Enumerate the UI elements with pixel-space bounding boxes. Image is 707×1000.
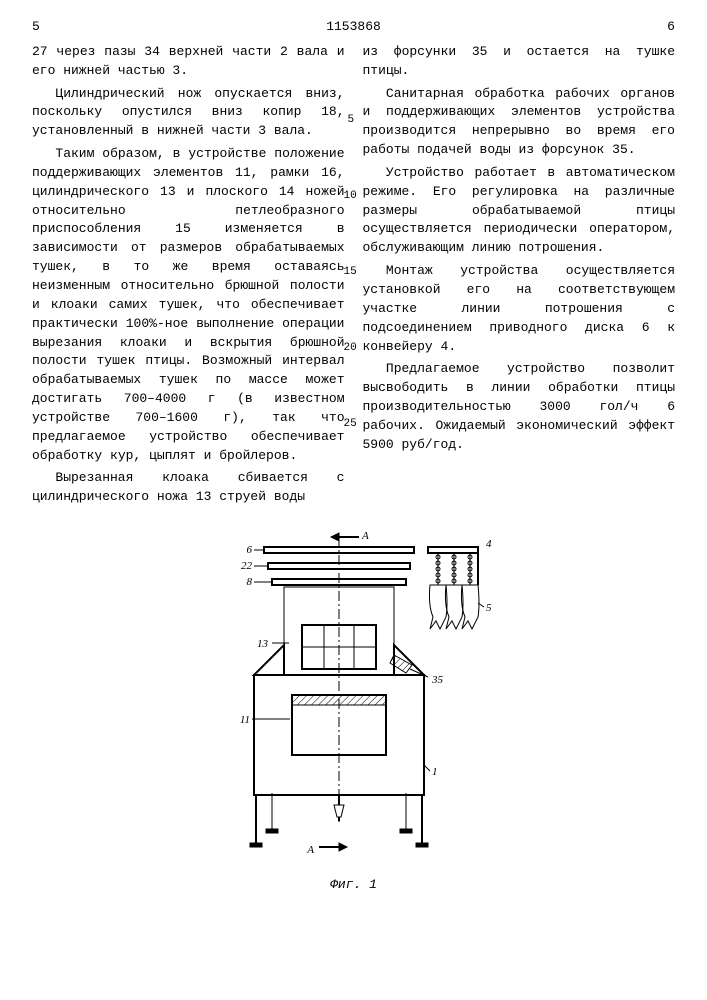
svg-text:5: 5 xyxy=(486,602,492,614)
document-number: 1153868 xyxy=(326,18,381,37)
paragraph: Устройство работает в автоматическом реж… xyxy=(363,164,676,258)
paragraph: Вырезанная клоака сбивается с цилиндриче… xyxy=(32,469,345,507)
page-number-left: 5 xyxy=(32,18,40,37)
figure-drawing: 6 22 8 13 11 4 5 35 1 A A xyxy=(194,525,514,872)
page-number-right: 6 xyxy=(667,18,675,37)
paragraph: из форсунки 35 и остается на тушке птицы… xyxy=(363,43,676,81)
line-number: 10 xyxy=(344,189,357,205)
paragraph: Таким образом, в устройстве положение по… xyxy=(32,145,345,465)
svg-text:A: A xyxy=(306,844,314,856)
paragraph: Предлагаемое устройство позволит высвобо… xyxy=(363,360,676,454)
svg-text:4: 4 xyxy=(486,538,492,550)
paragraph: Санитарная обработка рабочих органов и п… xyxy=(363,85,676,160)
left-column: 27 через пазы 34 верхней части 2 вала и … xyxy=(32,43,345,511)
paragraph: Цилиндрический нож опускается вниз, поск… xyxy=(32,85,345,142)
body: 5 10 15 20 25 27 через пазы 34 верхней ч… xyxy=(32,43,675,511)
svg-text:6: 6 xyxy=(246,544,252,556)
figure-1: 6 22 8 13 11 4 5 35 1 A A Фиг. 1 xyxy=(32,525,675,895)
line-number: 5 xyxy=(348,113,355,129)
svg-text:13: 13 xyxy=(257,638,269,650)
paragraph: Монтаж устройства осуществляется установ… xyxy=(363,262,676,356)
paragraph: 27 через пазы 34 верхней части 2 вала и … xyxy=(32,43,345,81)
right-column: из форсунки 35 и остается на тушке птицы… xyxy=(363,43,676,511)
svg-text:A: A xyxy=(361,530,369,542)
line-number: 25 xyxy=(344,417,357,433)
figure-caption: Фиг. 1 xyxy=(32,876,675,895)
page-header: 5 1153868 6 xyxy=(32,18,675,37)
svg-text:11: 11 xyxy=(239,714,249,726)
line-number: 15 xyxy=(344,265,357,281)
svg-text:22: 22 xyxy=(241,560,253,572)
line-number: 20 xyxy=(344,341,357,357)
svg-text:35: 35 xyxy=(431,674,444,686)
svg-text:1: 1 xyxy=(432,766,438,778)
svg-text:8: 8 xyxy=(246,576,252,588)
